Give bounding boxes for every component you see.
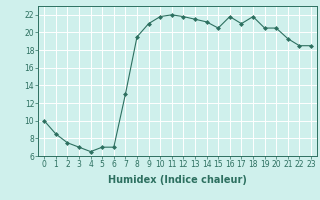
X-axis label: Humidex (Indice chaleur): Humidex (Indice chaleur) (108, 175, 247, 185)
